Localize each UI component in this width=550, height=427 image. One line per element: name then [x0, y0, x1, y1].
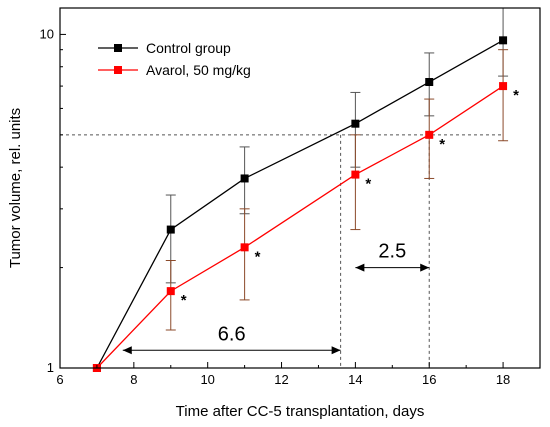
data-point	[240, 174, 249, 183]
series-line-0	[96, 39, 504, 369]
data-point	[166, 225, 175, 234]
significance-mark: *	[181, 292, 187, 309]
reference-lines	[60, 134, 504, 368]
data-point	[499, 36, 508, 45]
significance-mark: *	[439, 136, 445, 153]
legend-marker	[114, 44, 122, 52]
plot-frame	[59, 7, 541, 369]
data-point	[351, 119, 360, 128]
x-tick-label: 6	[56, 372, 63, 387]
data-point	[425, 78, 434, 87]
data-point	[166, 287, 175, 296]
data-point	[499, 82, 508, 91]
significance-marks: * * * * *	[181, 87, 519, 309]
x-tick-label: 12	[274, 372, 288, 387]
x-tick-label: 18	[496, 372, 510, 387]
annotation-label: 6.6	[218, 323, 246, 345]
significance-mark: *	[365, 176, 371, 193]
legend-label: Control group	[146, 40, 231, 56]
x-tick-label: 10	[200, 372, 214, 387]
annotations: 6.6 2.5	[122, 241, 430, 355]
series-lines	[96, 39, 504, 369]
series-markers	[92, 36, 508, 372]
axes	[59, 7, 541, 369]
ticks: 6 8 10 12 14 16 18 1 10	[40, 26, 511, 387]
error-bars	[165, 7, 509, 331]
x-axis-label: Time after CC-5 transplantation, days	[176, 403, 425, 420]
data-point	[351, 170, 360, 179]
y-axis-label: Tumor volume, rel. units	[7, 108, 24, 268]
legend: Control group Avarol, 50 mg/kg	[98, 40, 251, 78]
y-tick-label: 10	[40, 26, 54, 41]
arrow-head-right	[420, 263, 430, 272]
x-tick-label: 14	[348, 372, 362, 387]
arrow-head-right	[331, 346, 341, 355]
legend-label: Avarol, 50 mg/kg	[146, 62, 251, 78]
arrow-head-left	[355, 263, 365, 272]
significance-mark: *	[513, 87, 519, 104]
significance-mark: *	[255, 248, 261, 265]
x-tick-label: 8	[130, 372, 137, 387]
data-point	[240, 243, 249, 252]
x-tick-label: 16	[422, 372, 436, 387]
series-line-1	[96, 85, 504, 369]
arrow-head-left	[122, 346, 132, 355]
y-tick-label: 1	[47, 360, 54, 375]
data-point	[425, 130, 434, 139]
annotation-label: 2.5	[378, 241, 406, 263]
legend-marker	[114, 66, 122, 74]
